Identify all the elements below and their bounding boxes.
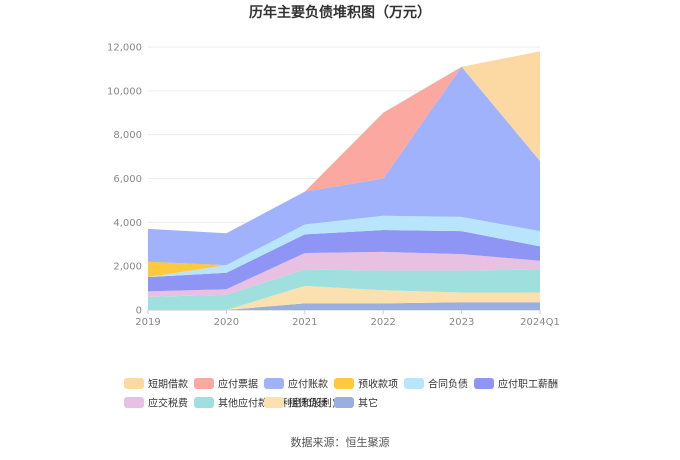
legend-label: 预收款项	[358, 378, 398, 391]
y-tick-label: 10,000	[107, 86, 142, 97]
legend-label: 应交税费	[148, 397, 188, 410]
legend-item[interactable]: 其它	[334, 397, 378, 410]
area-series	[148, 66, 540, 266]
legend-item[interactable]: 应交税费	[124, 397, 188, 410]
legend-item[interactable]: 合同负债	[404, 378, 468, 391]
x-tick-label: 2020	[214, 317, 239, 328]
area-series	[148, 51, 540, 234]
y-tick-label: 4,000	[113, 218, 142, 229]
y-tick-label: 6,000	[113, 174, 142, 185]
y-tick-label: 2,000	[113, 262, 142, 273]
legend-item[interactable]: 预收款项	[334, 378, 398, 391]
y-tick-label: 12,000	[107, 43, 142, 54]
x-tick-label: 2023	[449, 317, 474, 328]
y-axis: 0 2,000 4,000 6,000 8,000 10,000 12,000	[107, 43, 142, 317]
legend-swatch	[334, 397, 354, 408]
legend-item[interactable]: 应付票据	[194, 378, 258, 391]
area-series	[148, 215, 540, 278]
y-tick-label: 0	[136, 306, 142, 317]
legend: 短期借款应付票据应付账款预收款项合同负债应付职工薪酬应交税费其他应付款(含利息和…	[124, 378, 558, 410]
areas	[148, 51, 540, 310]
y-tick-label: 8,000	[113, 130, 142, 141]
chart-title: 历年主要负债堆积图（万元）	[249, 4, 431, 21]
area-series	[148, 230, 540, 292]
legend-swatch	[264, 378, 284, 389]
legend-swatch	[334, 378, 354, 389]
x-tick-label: 2024Q1	[520, 317, 560, 328]
x-tick-label: 2021	[292, 317, 317, 328]
legend-label: 应付职工薪酬	[498, 378, 558, 391]
legend-item[interactable]: 租赁负债	[264, 397, 328, 410]
data-source: 数据来源：恒生聚源	[291, 435, 390, 449]
legend-item[interactable]: 应付职工薪酬	[474, 378, 558, 391]
legend-swatch	[194, 378, 214, 389]
legend-label: 租赁负债	[288, 397, 328, 410]
legend-swatch	[264, 397, 284, 408]
area-series	[148, 215, 540, 278]
legend-label: 合同负债	[428, 378, 468, 391]
legend-label: 其它	[358, 397, 378, 410]
legend-swatch	[124, 378, 144, 389]
legend-swatch	[124, 397, 144, 408]
legend-item[interactable]: 应付账款	[264, 378, 328, 391]
legend-label: 应付账款	[288, 378, 328, 391]
x-tick-label: 2019	[135, 317, 160, 328]
legend-label: 短期借款	[148, 378, 188, 391]
legend-label: 应付票据	[218, 378, 258, 391]
legend-swatch	[474, 378, 494, 389]
area-series	[148, 302, 540, 310]
area-series	[148, 269, 540, 310]
legend-item[interactable]: 短期借款	[124, 378, 188, 391]
area-series	[148, 251, 540, 297]
x-tick-label: 2022	[370, 317, 395, 328]
legend-swatch	[404, 378, 424, 389]
x-axis: 2019 2020 2021 2022 2023 2024Q1	[135, 310, 560, 328]
legend-swatch	[194, 397, 214, 408]
area-series	[148, 285, 540, 310]
